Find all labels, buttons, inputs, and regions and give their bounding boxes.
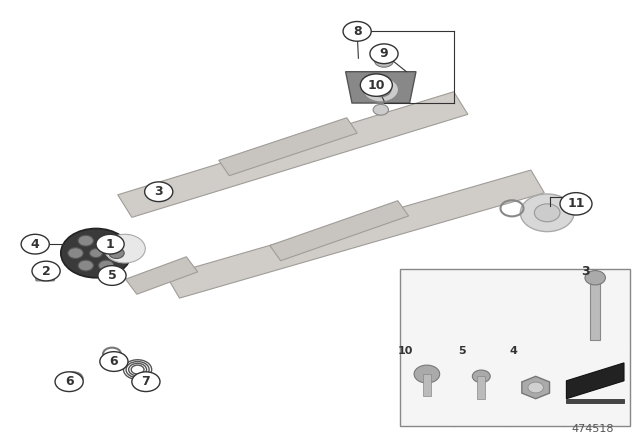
Polygon shape: [346, 72, 416, 103]
Circle shape: [99, 235, 114, 246]
Circle shape: [109, 248, 124, 258]
Text: 3: 3: [581, 264, 590, 278]
Text: 4: 4: [510, 346, 518, 356]
Bar: [423, 374, 431, 396]
Polygon shape: [566, 399, 624, 403]
Circle shape: [528, 382, 543, 393]
Circle shape: [380, 57, 388, 64]
Polygon shape: [118, 92, 468, 217]
Circle shape: [78, 235, 93, 246]
Polygon shape: [125, 257, 198, 294]
Circle shape: [98, 266, 126, 285]
Polygon shape: [270, 201, 408, 261]
Circle shape: [560, 193, 592, 215]
Circle shape: [585, 271, 605, 285]
Circle shape: [371, 82, 391, 97]
Circle shape: [21, 234, 49, 254]
Polygon shape: [522, 376, 550, 399]
FancyBboxPatch shape: [590, 282, 600, 340]
FancyBboxPatch shape: [400, 269, 630, 426]
Polygon shape: [166, 170, 544, 298]
Text: 10: 10: [397, 346, 413, 356]
Circle shape: [90, 249, 102, 258]
Circle shape: [100, 352, 128, 371]
Bar: [477, 376, 485, 399]
Text: 6: 6: [65, 375, 74, 388]
Circle shape: [363, 77, 399, 102]
Circle shape: [343, 22, 371, 41]
Circle shape: [68, 248, 83, 258]
Text: 11: 11: [567, 197, 585, 211]
Circle shape: [414, 365, 440, 383]
Circle shape: [373, 104, 388, 115]
Circle shape: [534, 204, 560, 222]
Text: 8: 8: [353, 25, 362, 38]
Text: 5: 5: [108, 269, 116, 282]
Circle shape: [472, 370, 490, 383]
Circle shape: [370, 44, 398, 64]
Circle shape: [132, 372, 160, 392]
Polygon shape: [566, 363, 624, 399]
Circle shape: [374, 54, 394, 67]
Text: 4: 4: [31, 237, 40, 251]
Text: 1: 1: [106, 237, 115, 251]
Circle shape: [55, 372, 83, 392]
Circle shape: [32, 261, 60, 281]
Polygon shape: [219, 118, 357, 176]
Text: 3: 3: [154, 185, 163, 198]
Circle shape: [360, 74, 392, 96]
Circle shape: [96, 234, 124, 254]
Circle shape: [145, 182, 173, 202]
Text: 9: 9: [380, 47, 388, 60]
Circle shape: [520, 194, 574, 232]
Circle shape: [78, 260, 93, 271]
Text: 474518: 474518: [572, 424, 614, 434]
FancyBboxPatch shape: [36, 270, 54, 281]
Text: 5: 5: [458, 346, 466, 356]
Text: 10: 10: [367, 78, 385, 92]
Circle shape: [104, 234, 145, 263]
Text: 6: 6: [109, 355, 118, 368]
Text: 7: 7: [141, 375, 150, 388]
Circle shape: [61, 228, 131, 278]
Circle shape: [99, 260, 114, 271]
Text: 2: 2: [42, 264, 51, 278]
